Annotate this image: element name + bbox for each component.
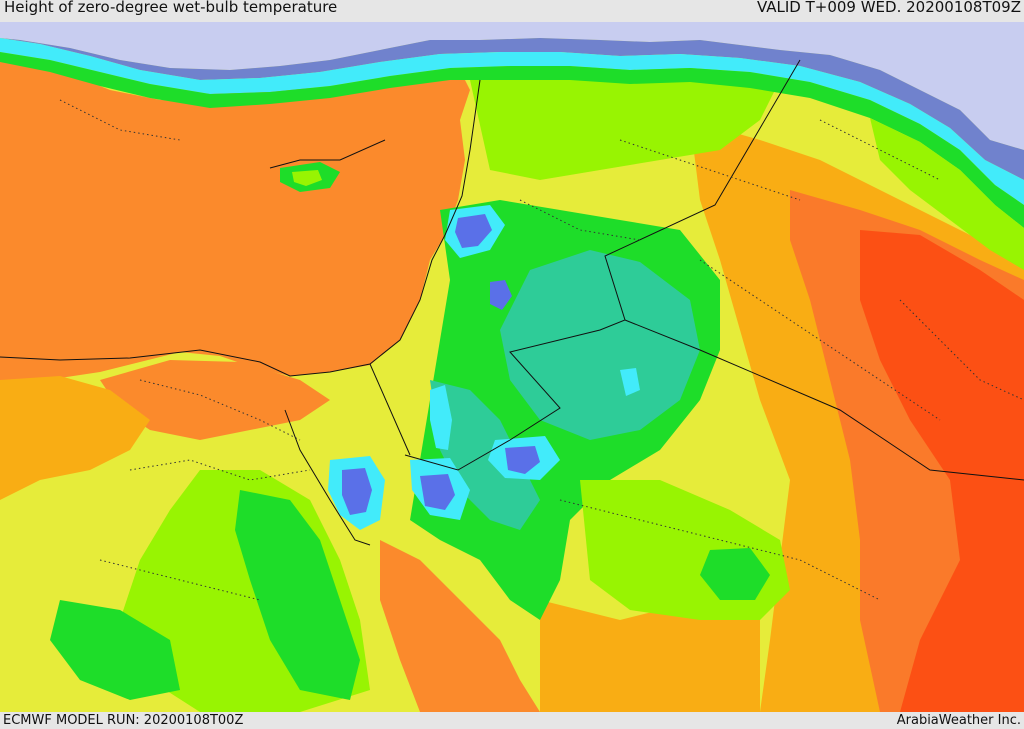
east-lime-band [870, 118, 1024, 270]
egypt-orange-field [100, 360, 330, 440]
footer-bar: ECMWF MODEL RUN: 20200108T00Z ArabiaWeat… [0, 712, 1024, 729]
sinai-blue-blob [342, 468, 372, 515]
province-borders [59, 99, 1024, 601]
hejaz-blue-blob [420, 474, 455, 510]
red-sea-orange-field [380, 540, 540, 712]
map-title: Height of zero-degree wet-bulb temperatu… [4, 0, 338, 16]
country-borders [0, 59, 1024, 546]
jordan-teal-field [500, 250, 700, 440]
gulf-red-field [860, 230, 1024, 712]
coast-cyan-streak [430, 385, 452, 450]
credit-label: ArabiaWeather Inc. [896, 713, 1021, 728]
turkey-lavender-field [0, 22, 1024, 150]
jordan-lightcyan-blob [620, 368, 640, 396]
libya-green [50, 600, 180, 700]
map-canvas [0, 22, 1024, 712]
jordan-blue-blob [505, 446, 540, 474]
lebanon-blue-blob [455, 214, 492, 248]
turkey-blue-band [0, 38, 1024, 180]
red-sea-hills-green [235, 490, 360, 700]
mediterranean-orange-field [0, 58, 470, 390]
cyprus-lime-blob [292, 170, 322, 186]
south-orange-field [540, 600, 760, 712]
syria-lime-field [470, 60, 780, 180]
turkey-cyan-band [0, 38, 1024, 205]
turkey-green-band [0, 52, 1024, 228]
header-bar: Height of zero-degree wet-bulb temperatu… [0, 0, 1024, 22]
western-desert-orange [0, 376, 150, 500]
golan-blue-blob [490, 280, 512, 310]
model-run-label: ECMWF MODEL RUN: 20200108T00Z [3, 713, 244, 728]
saudi-green-blob [700, 548, 770, 600]
valid-time: VALID T+009 WED. 20200108T09Z [756, 0, 1021, 16]
weather-map[interactable] [0, 22, 1024, 712]
